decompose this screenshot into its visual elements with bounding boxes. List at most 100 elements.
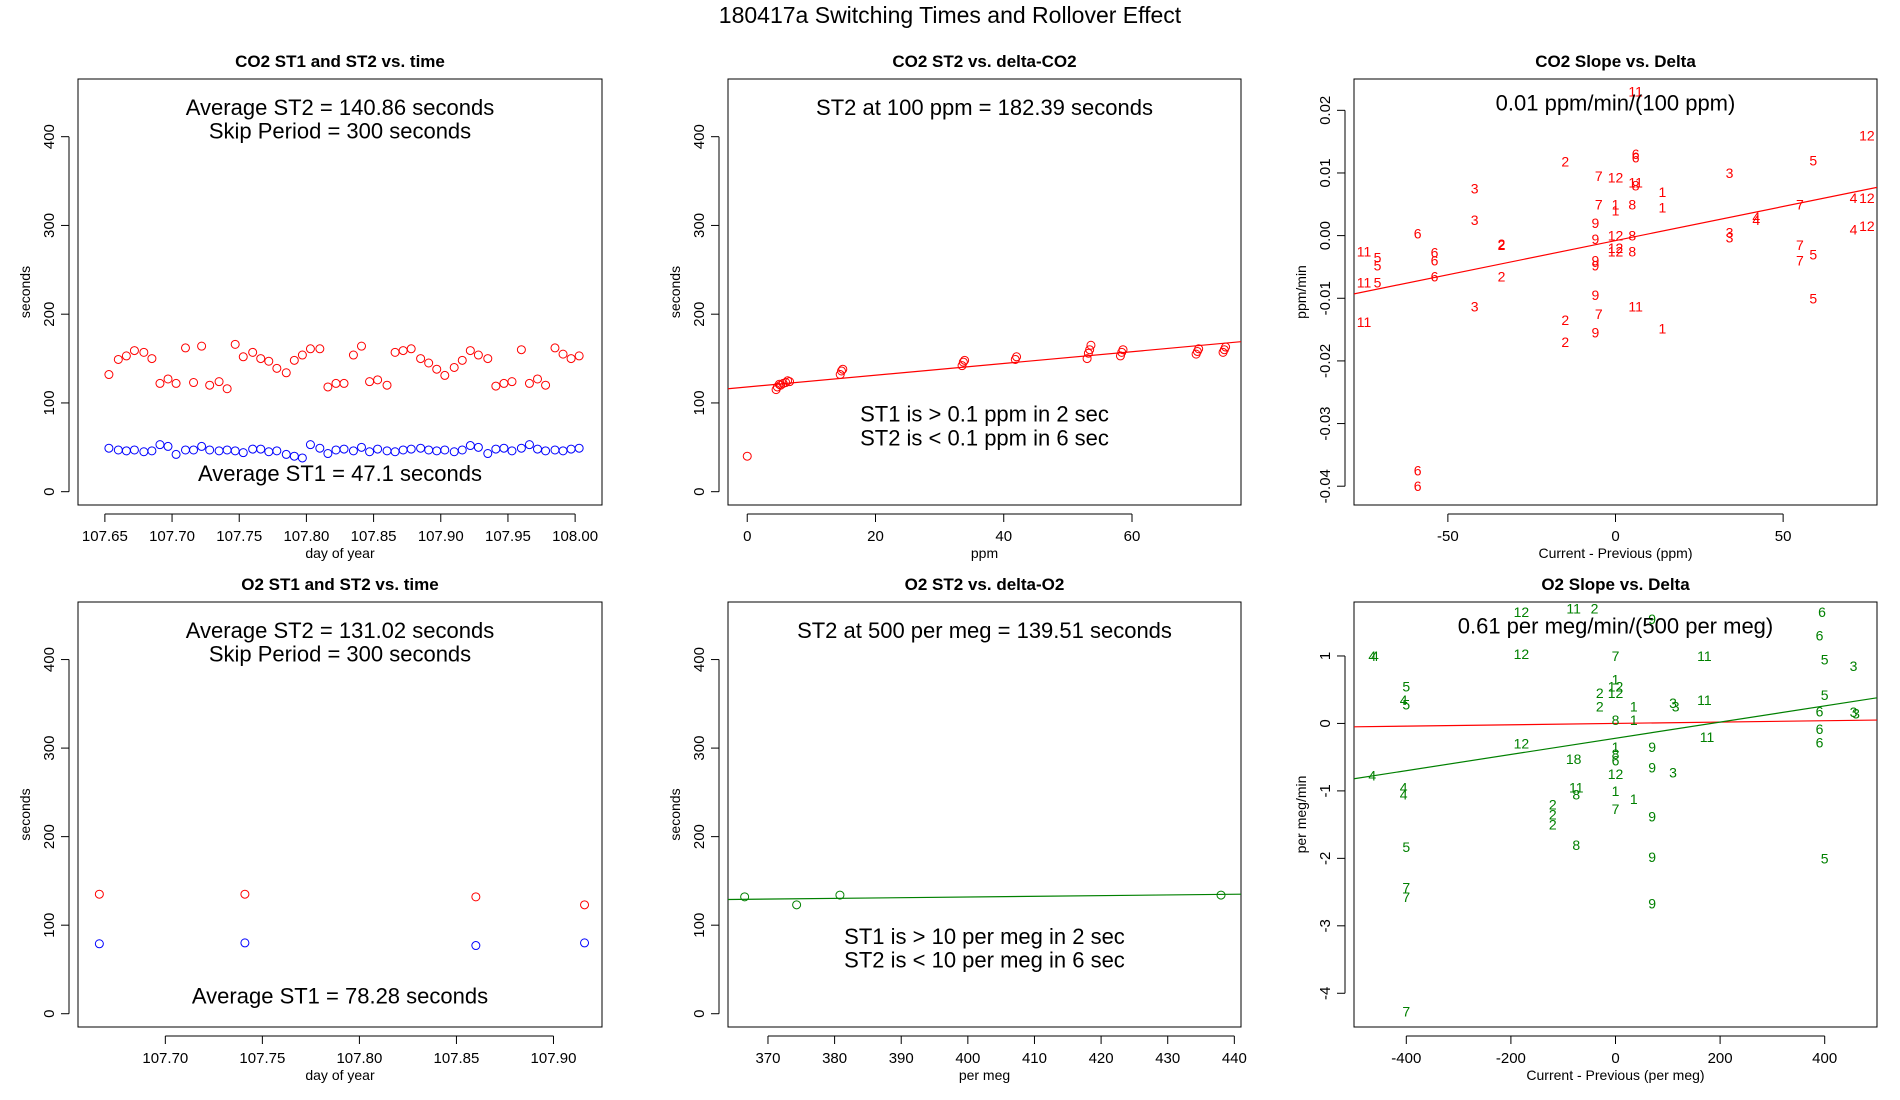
data-point [104,370,114,380]
point-label: 5 [1821,850,1829,866]
point-label: 2 [1549,807,1557,823]
point-label: 7 [1796,196,1804,212]
data-point [483,354,493,364]
data-point [339,444,349,454]
data-point [331,378,341,388]
data-point [205,445,215,455]
point-label: 5 [1374,275,1382,291]
point-label: 6 [1816,734,1824,750]
data-point [524,378,534,388]
data-point [155,378,165,388]
point-label: 5 [1402,697,1410,713]
data-point [205,380,215,390]
data-point [1086,340,1096,350]
x-tick-label: 0 [743,528,751,545]
data-point [129,445,139,455]
point-label: 11 [1566,601,1581,617]
point-label: 2 [1561,334,1569,350]
data-point [197,441,207,451]
chart-annotation: 0.61 per meg/min/(500 per meg) [1458,614,1774,639]
data-point [473,442,483,452]
chart-title: CO2 ST1 and ST2 vs. time [235,52,445,71]
x-tick-label: 107.75 [239,1050,285,1067]
data-point [163,441,173,451]
y-tick-label: -1 [1317,784,1334,797]
point-label: 2 [1549,796,1557,812]
y-tick-label: 100 [691,390,708,415]
chart-annotation: ST1 is > 0.1 ppm in 2 sec [860,402,1109,427]
data-point [507,377,517,387]
data-point [94,939,104,949]
point-label: 1 [1630,791,1638,807]
data-point [214,446,224,456]
data-point [171,449,181,459]
data-point [155,440,165,450]
data-point [315,344,325,354]
data-point [248,444,258,454]
plot-frame [727,78,1242,506]
x-tick-label: 107.80 [336,1050,382,1067]
point-label: 6 [1431,245,1439,261]
fit-line [1354,186,1877,295]
point-label: 1 [1612,739,1620,755]
x-axis: -50 0 50 Current - Previous (ppm) [1437,513,1792,561]
x-tick-label: 107.90 [418,528,464,545]
y-tick-label: -2 [1317,852,1334,865]
y-axis-label: seconds [667,266,683,318]
y-axis-label: seconds [667,788,683,840]
x-axis: 370 380 390 400 410 420 430 440 per meg [755,1035,1247,1083]
x-axis-label: day of year [305,1067,375,1083]
chart-annotation: Skip Period = 300 seconds [209,642,471,667]
data-point [491,444,501,454]
point-label: 8 [1612,746,1620,762]
chart-annotation: Average ST1 = 47.1 seconds [198,461,482,486]
y-tick-label: 0.02 [1317,96,1334,125]
point-label: 6 [1816,721,1824,737]
data-point [550,445,560,455]
point-label: 7 [1595,168,1603,184]
y-axis: 0 100 200 300 400 seconds [667,647,720,1018]
data-point [382,380,392,390]
point-label: 3 [1669,765,1677,781]
data-point [264,447,274,457]
data-point [139,347,149,357]
data-point [331,445,341,455]
x-axis-label: per meg [959,1067,1010,1083]
y-axis-label: per meg/min [1293,776,1309,854]
point-label: 4 [1850,190,1858,206]
data-point [256,354,266,364]
data-point [373,444,383,454]
point-label: 9 [1648,896,1656,912]
data-point [473,350,483,360]
data-point [471,941,481,951]
point-label: 6 [1414,226,1422,242]
point-label: 3 [1850,658,1858,674]
data-point [835,890,845,900]
data-point [516,443,526,453]
point-label: 9 [1648,809,1656,825]
point-label: 4 [1752,209,1760,225]
point-label: 11 [1697,692,1712,708]
data-point [180,343,190,353]
x-tick-label: 50 [1775,528,1792,545]
data-point [189,378,199,388]
data-point [558,446,568,456]
x-tick-label: 107.75 [216,528,262,545]
data-point [147,354,157,364]
data-point [390,447,400,457]
chart-title: O2 ST1 and ST2 vs. time [241,575,438,594]
y-tick-label: 300 [691,213,708,238]
point-label: 7 [1612,801,1620,817]
data-point [1012,352,1022,362]
data-point [838,364,848,374]
data-point [256,444,266,454]
data-point [471,892,481,902]
point-label: 1 [1630,712,1638,728]
point-label: 1 [1630,699,1638,715]
data-point [163,374,173,384]
data-point [533,444,543,454]
point-label: 2 [1498,236,1506,252]
y-tick-label: 1 [1317,652,1334,660]
point-label: 1 [1612,783,1620,799]
y-tick-label: 400 [691,647,708,672]
